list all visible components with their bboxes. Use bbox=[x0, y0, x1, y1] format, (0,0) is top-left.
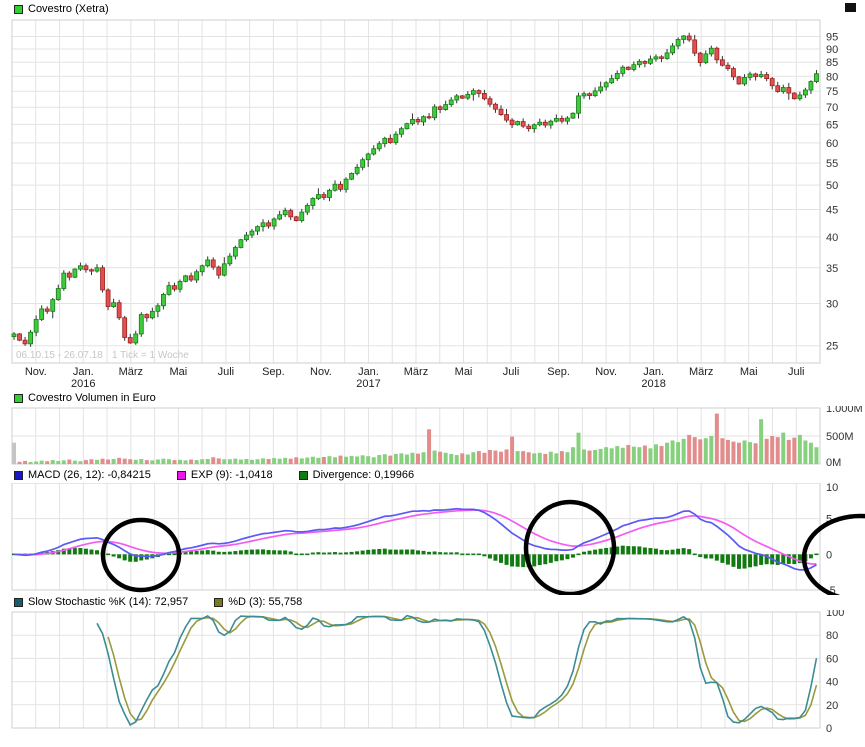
volume-chart-canvas[interactable]: 1.000M 500M 0M bbox=[0, 406, 865, 468]
svg-text:2016: 2016 bbox=[71, 378, 95, 390]
series-marker-icon bbox=[14, 394, 23, 403]
chart-stack: Covestro (Xetra) 95 90 85 80 75 70 65 60 55 50 45 4… bbox=[0, 2, 865, 734]
macd-legend-label: MACD (26, 12): -0,84215 bbox=[28, 469, 151, 481]
volume-bars bbox=[12, 413, 819, 464]
svg-text:-5: -5 bbox=[826, 585, 836, 595]
gridlines bbox=[11, 611, 821, 729]
exp-marker-icon bbox=[176, 471, 186, 480]
svg-text:85: 85 bbox=[826, 57, 838, 69]
svg-text:Sep.: Sep. bbox=[262, 366, 285, 378]
svg-text:Nov.: Nov. bbox=[310, 366, 332, 378]
stoch-k-marker-icon bbox=[14, 598, 23, 607]
legend-item: EXP (9): -1,0418 bbox=[176, 468, 273, 483]
macd-marker-icon bbox=[14, 471, 23, 480]
svg-text:80: 80 bbox=[826, 630, 838, 642]
legend-item: Covestro (Xetra) bbox=[14, 2, 109, 17]
svg-text:März: März bbox=[404, 366, 428, 378]
svg-text:1 Tick = 1 Woche: 1 Tick = 1 Woche bbox=[112, 350, 189, 361]
svg-text:5: 5 bbox=[826, 514, 832, 526]
stoch-k-legend-label: Slow Stochastic %K (14): 72,957 bbox=[28, 596, 189, 608]
annotation-circle bbox=[801, 513, 865, 595]
svg-text:Jan.: Jan. bbox=[73, 366, 94, 378]
legend-item: %D (3): 55,758 bbox=[214, 595, 302, 610]
divergence-histogram bbox=[12, 545, 819, 569]
svg-text:70: 70 bbox=[826, 102, 838, 114]
divergence-legend-label: Divergence: 0,19966 bbox=[312, 469, 415, 481]
svg-text:Juli: Juli bbox=[218, 366, 235, 378]
svg-text:50: 50 bbox=[826, 180, 838, 192]
volume-chart-title: Covestro Volumen in Euro bbox=[28, 392, 156, 404]
svg-text:55: 55 bbox=[826, 158, 838, 170]
svg-text:80: 80 bbox=[826, 71, 838, 83]
legend-item: Divergence: 0,19966 bbox=[298, 468, 415, 483]
svg-text:75: 75 bbox=[826, 86, 838, 98]
svg-text:Mai: Mai bbox=[455, 366, 473, 378]
svg-text:0M: 0M bbox=[826, 457, 841, 468]
svg-text:95: 95 bbox=[826, 31, 838, 43]
window-corner-mark-icon bbox=[845, 3, 856, 12]
svg-text:65: 65 bbox=[826, 119, 838, 131]
svg-text:100: 100 bbox=[826, 610, 844, 619]
svg-text:März: März bbox=[689, 366, 713, 378]
svg-text:Jan.: Jan. bbox=[643, 366, 664, 378]
divergence-marker-icon bbox=[298, 471, 308, 480]
stoch-k-line bbox=[96, 614, 818, 726]
price-chart-title: Covestro (Xetra) bbox=[28, 3, 109, 15]
svg-text:60: 60 bbox=[826, 653, 838, 665]
svg-text:40: 40 bbox=[826, 677, 838, 689]
stochastic-chart-canvas[interactable]: 100 80 60 40 20 0 bbox=[0, 610, 865, 734]
macd-chart-canvas[interactable]: 10 5 0 -5 bbox=[0, 483, 865, 595]
stoch-d-marker-icon bbox=[214, 598, 224, 607]
series-marker-icon bbox=[14, 5, 23, 14]
legend-item: Covestro Volumen in Euro bbox=[14, 391, 156, 406]
svg-text:Juli: Juli bbox=[788, 366, 805, 378]
svg-text:90: 90 bbox=[826, 44, 838, 56]
macd-line bbox=[13, 507, 817, 571]
svg-text:45: 45 bbox=[826, 205, 838, 217]
svg-text:10: 10 bbox=[826, 483, 838, 494]
svg-text:Nov.: Nov. bbox=[25, 366, 47, 378]
svg-text:25: 25 bbox=[826, 341, 838, 353]
gridlines bbox=[11, 19, 821, 364]
svg-text:06.10.15 - 26.07.18: 06.10.15 - 26.07.18 bbox=[16, 350, 103, 361]
svg-text:Mai: Mai bbox=[740, 366, 758, 378]
candle-series bbox=[11, 32, 819, 347]
svg-text:1.000M: 1.000M bbox=[826, 406, 863, 415]
svg-text:35: 35 bbox=[826, 263, 838, 275]
price-chart-legend: Covestro (Xetra) bbox=[0, 2, 865, 17]
macd-chart-legend: MACD (26, 12): -0,84215 EXP (9): -1,0418… bbox=[0, 468, 865, 483]
svg-text:März: März bbox=[119, 366, 143, 378]
stoch-d-legend-label: %D (3): 55,758 bbox=[228, 596, 303, 608]
volume-chart-legend: Covestro Volumen in Euro bbox=[0, 391, 865, 406]
svg-text:20: 20 bbox=[826, 700, 838, 712]
svg-text:500M: 500M bbox=[826, 431, 854, 443]
svg-text:0: 0 bbox=[826, 549, 832, 561]
svg-text:Nov.: Nov. bbox=[595, 366, 617, 378]
exp-line bbox=[13, 509, 817, 565]
legend-item: Slow Stochastic %K (14): 72,957 bbox=[14, 595, 188, 610]
stoch-d-line bbox=[107, 615, 818, 723]
svg-text:0: 0 bbox=[826, 723, 832, 734]
svg-text:2018: 2018 bbox=[641, 378, 665, 390]
stochastic-chart-legend: Slow Stochastic %K (14): 72,957 %D (3): … bbox=[0, 595, 865, 610]
svg-text:Jan.: Jan. bbox=[358, 366, 379, 378]
svg-text:40: 40 bbox=[826, 232, 838, 244]
svg-text:60: 60 bbox=[826, 138, 838, 150]
gridlines bbox=[11, 407, 821, 465]
legend-item: MACD (26, 12): -0,84215 bbox=[14, 468, 151, 483]
svg-text:2017: 2017 bbox=[356, 378, 380, 390]
svg-text:Sep.: Sep. bbox=[547, 366, 570, 378]
svg-text:Mai: Mai bbox=[169, 366, 187, 378]
annotation-circle bbox=[523, 499, 617, 595]
annotation-circle bbox=[100, 517, 182, 593]
exp-legend-label: EXP (9): -1,0418 bbox=[190, 469, 273, 481]
svg-text:30: 30 bbox=[826, 298, 838, 310]
gridlines bbox=[11, 483, 821, 591]
svg-text:Juli: Juli bbox=[503, 366, 520, 378]
